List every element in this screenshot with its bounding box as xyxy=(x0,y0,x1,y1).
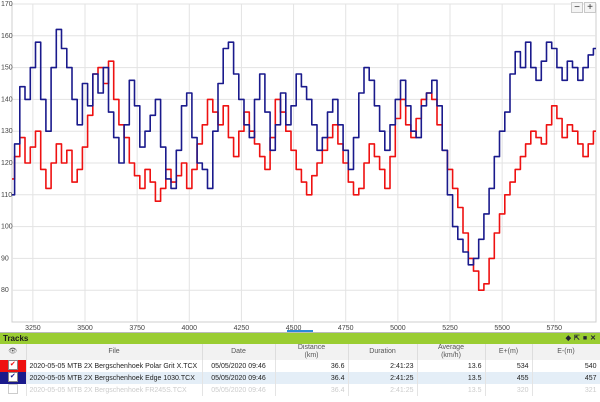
distance-cell: 36.4 xyxy=(275,384,349,396)
x-tick-label: 3750 xyxy=(129,325,145,332)
y-tick-label: 160 xyxy=(1,33,13,40)
panel-title: Tracks xyxy=(3,334,29,343)
panel-controls: ◆ ⇱ ■ ✕ xyxy=(563,333,596,344)
e-plus-cell: 455 xyxy=(485,372,533,384)
track-checkbox[interactable]: ✔ xyxy=(7,372,18,383)
chart-area[interactable]: 80 90 100 110 120 130 140 150 160 170 3250 3500 375… xyxy=(0,0,600,332)
date-cell: 05/05/2020 09:46 xyxy=(202,360,276,372)
y-tick-label: 130 xyxy=(1,128,13,135)
panel-maximize-icon[interactable]: ■ xyxy=(582,335,588,342)
duration-cell: 2:41:23 xyxy=(348,360,418,372)
x-axis-ticks: 3250 3500 3750 4000 4250 4500 4750 5000 5250 5500… xyxy=(25,325,562,332)
e-plus-cell: 320 xyxy=(485,384,533,396)
file-cell: 2020-05-05 MTB 2X Bergschenhoek FR245S.T… xyxy=(26,384,203,396)
x-tick-label: 4000 xyxy=(181,325,197,332)
average-header-label: Average xyxy=(438,344,464,351)
y-axis-ticks: 80 90 100 110 120 130 140 150 160 170 xyxy=(1,1,13,294)
average-cell: 13.5 xyxy=(417,384,486,396)
x-tick-label: 5500 xyxy=(494,325,510,332)
chart-series xyxy=(12,28,596,291)
e-minus-cell: 457 xyxy=(532,372,600,384)
table-row[interactable]: ✔ 2020-05-05 MTB 2X Bergschenhoek Polar G… xyxy=(0,360,600,372)
e-minus-cell: 321 xyxy=(532,384,600,396)
distance-unit: (km) xyxy=(304,352,319,359)
average-cell: 13.5 xyxy=(417,372,486,384)
table-row[interactable]: 2020-05-05 MTB 2X Bergschenhoek FR245S.T… xyxy=(0,384,600,396)
x-tick-label: 3500 xyxy=(77,325,93,332)
zoom-controls: − + xyxy=(570,2,596,13)
y-tick-label: 110 xyxy=(1,192,12,199)
column-header-distance[interactable]: Distance (km) xyxy=(275,344,349,360)
track-visibility-cell[interactable] xyxy=(0,384,27,396)
x-tick-label: 5250 xyxy=(442,325,458,332)
y-tick-label: 170 xyxy=(1,1,13,8)
track-color-swatch: ✔ xyxy=(0,360,25,372)
track-color-swatch xyxy=(0,384,25,396)
track-color-swatch: ✔ xyxy=(0,372,25,384)
tracks-panel-header: Tracks ◆ ⇱ ■ ✕ xyxy=(0,333,600,344)
column-header-e-plus[interactable]: E+(m) xyxy=(485,344,533,360)
e-plus-cell: 534 xyxy=(485,360,533,372)
x-tick-label: 5000 xyxy=(390,325,406,332)
series-line-navy xyxy=(12,28,596,266)
track-checkbox[interactable] xyxy=(7,384,18,395)
y-tick-label: 120 xyxy=(1,160,13,167)
column-header-date[interactable]: Date xyxy=(202,344,276,360)
series-line-red xyxy=(12,60,596,291)
x-tick-label: 4750 xyxy=(338,325,354,332)
table-row[interactable]: ✔ 2020-05-05 MTB 2X Bergschenhoek Edge 10… xyxy=(0,372,600,384)
x-tick-label: 3250 xyxy=(25,325,41,332)
date-cell: 05/05/2020 09:46 xyxy=(202,372,276,384)
distance-cell: 36.6 xyxy=(275,360,349,372)
file-cell: 2020-05-05 MTB 2X Bergschenhoek Polar Gr… xyxy=(26,360,203,372)
column-header-average[interactable]: Average (km/h) xyxy=(417,344,486,360)
distance-cell: 36.4 xyxy=(275,372,349,384)
y-tick-label: 90 xyxy=(1,255,9,262)
y-tick-label: 140 xyxy=(1,96,13,103)
panel-close-icon[interactable]: ✕ xyxy=(590,335,596,342)
date-cell: 05/05/2020 09:46 xyxy=(202,384,276,396)
panel-pin-icon[interactable]: ◆ xyxy=(565,335,572,342)
column-header-e-minus[interactable]: E-(m) xyxy=(532,344,600,360)
x-scrollbar-thumb[interactable] xyxy=(287,330,313,332)
y-tick-label: 80 xyxy=(1,287,9,294)
x-tick-label: 5750 xyxy=(546,325,562,332)
column-header-file[interactable]: File xyxy=(26,344,203,360)
zoom-out-button[interactable]: − xyxy=(571,2,583,13)
track-visibility-cell[interactable]: ✔ xyxy=(0,372,27,384)
duration-cell: 2:41:25 xyxy=(348,372,418,384)
duration-cell: 2:41:25 xyxy=(348,384,418,396)
y-tick-label: 100 xyxy=(1,224,13,231)
distance-header-label: Distance xyxy=(297,344,326,351)
x-tick-label: 4500 xyxy=(286,325,302,332)
visibility-column-header[interactable]: 👁 xyxy=(0,344,27,360)
y-tick-label: 150 xyxy=(1,65,13,72)
column-header-duration[interactable]: Duration xyxy=(348,344,418,360)
panel-float-icon[interactable]: ⇱ xyxy=(574,335,580,342)
average-cell: 13.6 xyxy=(417,360,486,372)
table-header-row: 👁 File Date Distance (km) Duration Averag… xyxy=(0,344,600,360)
average-unit: (km/h) xyxy=(441,352,461,359)
zoom-in-button[interactable]: + xyxy=(584,2,596,13)
eye-icon: 👁 xyxy=(8,348,18,355)
track-visibility-cell[interactable]: ✔ xyxy=(0,360,27,372)
tracks-panel: Tracks ◆ ⇱ ■ ✕ 👁 File Date Distance (km) … xyxy=(0,332,600,402)
e-minus-cell: 540 xyxy=(532,360,600,372)
heart-rate-chart[interactable]: 80 90 100 110 120 130 140 150 160 170 3250 3500 375… xyxy=(0,0,600,332)
track-checkbox[interactable]: ✔ xyxy=(7,360,18,371)
file-cell: 2020-05-05 MTB 2X Bergschenhoek Edge 103… xyxy=(26,372,203,384)
tracks-table: 👁 File Date Distance (km) Duration Averag… xyxy=(0,344,600,396)
chart-grid xyxy=(11,3,597,323)
x-tick-label: 4250 xyxy=(234,325,250,332)
